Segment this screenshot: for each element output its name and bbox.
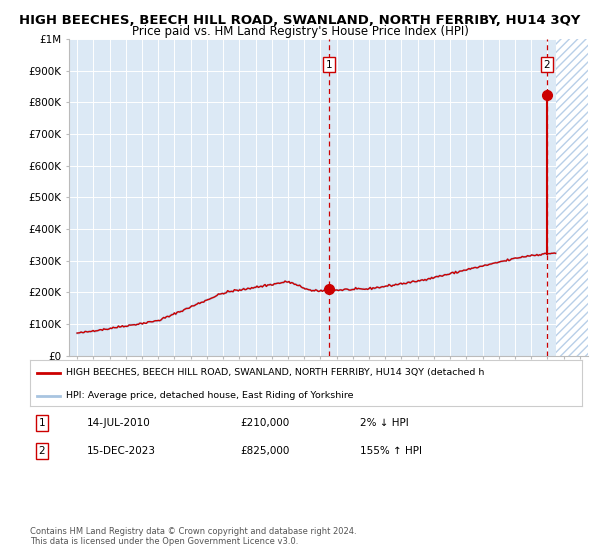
Bar <box>556 39 588 356</box>
Text: 2: 2 <box>544 59 550 69</box>
Text: 14-JUL-2010: 14-JUL-2010 <box>87 418 151 428</box>
Text: £825,000: £825,000 <box>240 446 289 456</box>
Text: 2: 2 <box>38 446 46 456</box>
Text: Price paid vs. HM Land Registry's House Price Index (HPI): Price paid vs. HM Land Registry's House … <box>131 25 469 38</box>
Text: 2% ↓ HPI: 2% ↓ HPI <box>360 418 409 428</box>
Text: HIGH BEECHES, BEECH HILL ROAD, SWANLAND, NORTH FERRIBY, HU14 3QY (detached h: HIGH BEECHES, BEECH HILL ROAD, SWANLAND,… <box>66 368 484 377</box>
Text: 1: 1 <box>38 418 46 428</box>
Text: 1: 1 <box>326 59 332 69</box>
Text: £210,000: £210,000 <box>240 418 289 428</box>
Text: HIGH BEECHES, BEECH HILL ROAD, SWANLAND, NORTH FERRIBY, HU14 3QY: HIGH BEECHES, BEECH HILL ROAD, SWANLAND,… <box>19 14 581 27</box>
Text: HPI: Average price, detached house, East Riding of Yorkshire: HPI: Average price, detached house, East… <box>66 391 353 400</box>
Text: 155% ↑ HPI: 155% ↑ HPI <box>360 446 422 456</box>
Text: Contains HM Land Registry data © Crown copyright and database right 2024.
This d: Contains HM Land Registry data © Crown c… <box>30 526 356 546</box>
Text: 15-DEC-2023: 15-DEC-2023 <box>87 446 156 456</box>
